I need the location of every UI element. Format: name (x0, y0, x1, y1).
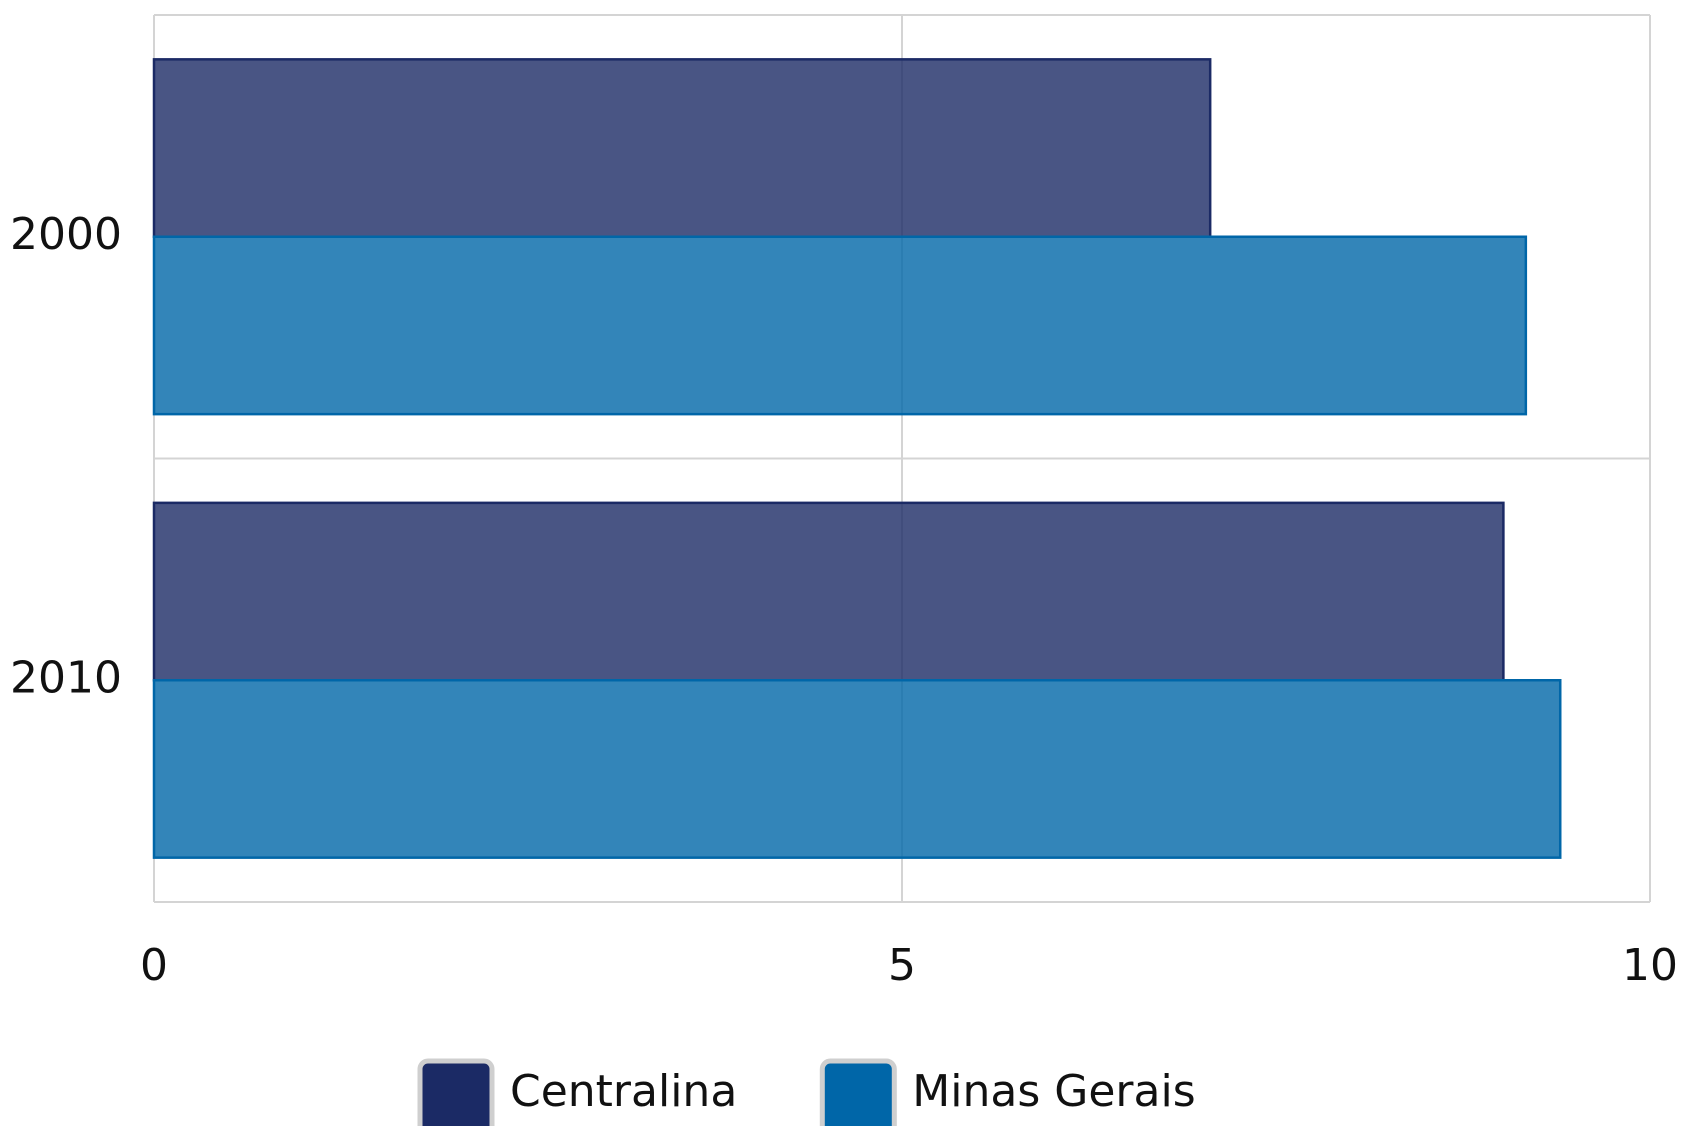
legend-label: Minas Gerais (912, 1066, 1195, 1117)
labels: 0 5 10 2000 2010 (10, 209, 1678, 991)
bar (152, 235, 1528, 416)
legend-label: Centralina (510, 1066, 737, 1117)
bars (152, 58, 1562, 859)
y-tick-label: 2000 (10, 209, 122, 260)
legend-swatch (819, 1058, 897, 1126)
legend-swatch (417, 1058, 495, 1126)
x-tick-label: 10 (1622, 940, 1678, 991)
bar (152, 679, 1562, 859)
bar (152, 58, 1212, 238)
x-tick-label: 0 (140, 940, 168, 991)
legend: Centralina Minas Gerais (417, 1058, 1196, 1126)
x-tick-label: 5 (888, 940, 916, 991)
bar (152, 501, 1505, 682)
y-tick-label: 2010 (10, 652, 122, 703)
